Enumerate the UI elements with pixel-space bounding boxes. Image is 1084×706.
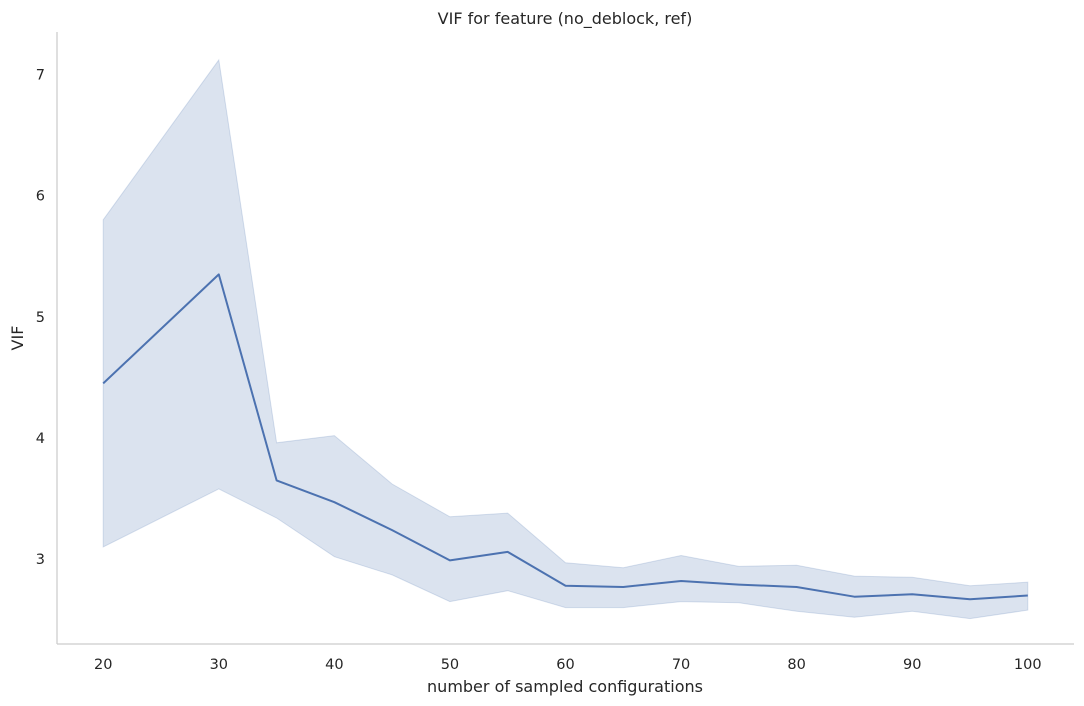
plot-area [102, 58, 1029, 620]
x-tick-label: 50 [441, 657, 459, 673]
y-tick-label: 5 [36, 310, 45, 326]
x-tick-label: 90 [903, 657, 921, 673]
x-tick-label: 80 [787, 657, 805, 673]
x-tick-label: 100 [1014, 657, 1042, 673]
chart-title: VIF for feature (no_deblock, ref) [438, 9, 693, 29]
x-tick-label: 30 [210, 657, 228, 673]
x-axis-label: number of sampled configurations [427, 677, 703, 696]
x-tick-label: 70 [672, 657, 690, 673]
y-axis-label: VIF [8, 326, 27, 351]
confidence-band [102, 58, 1029, 620]
y-tick-label: 3 [36, 552, 45, 568]
x-axis-ticks: 20 30 40 50 60 70 80 90 100 [94, 657, 1042, 673]
x-tick-label: 60 [556, 657, 574, 673]
y-tick-label: 4 [36, 431, 45, 447]
y-axis-ticks: 3 4 5 6 7 [36, 67, 45, 568]
y-tick-label: 6 [36, 189, 45, 205]
y-tick-label: 7 [36, 67, 45, 83]
x-tick-label: 40 [325, 657, 343, 673]
x-tick-label: 20 [94, 657, 112, 673]
series-line [102, 273, 1028, 601]
